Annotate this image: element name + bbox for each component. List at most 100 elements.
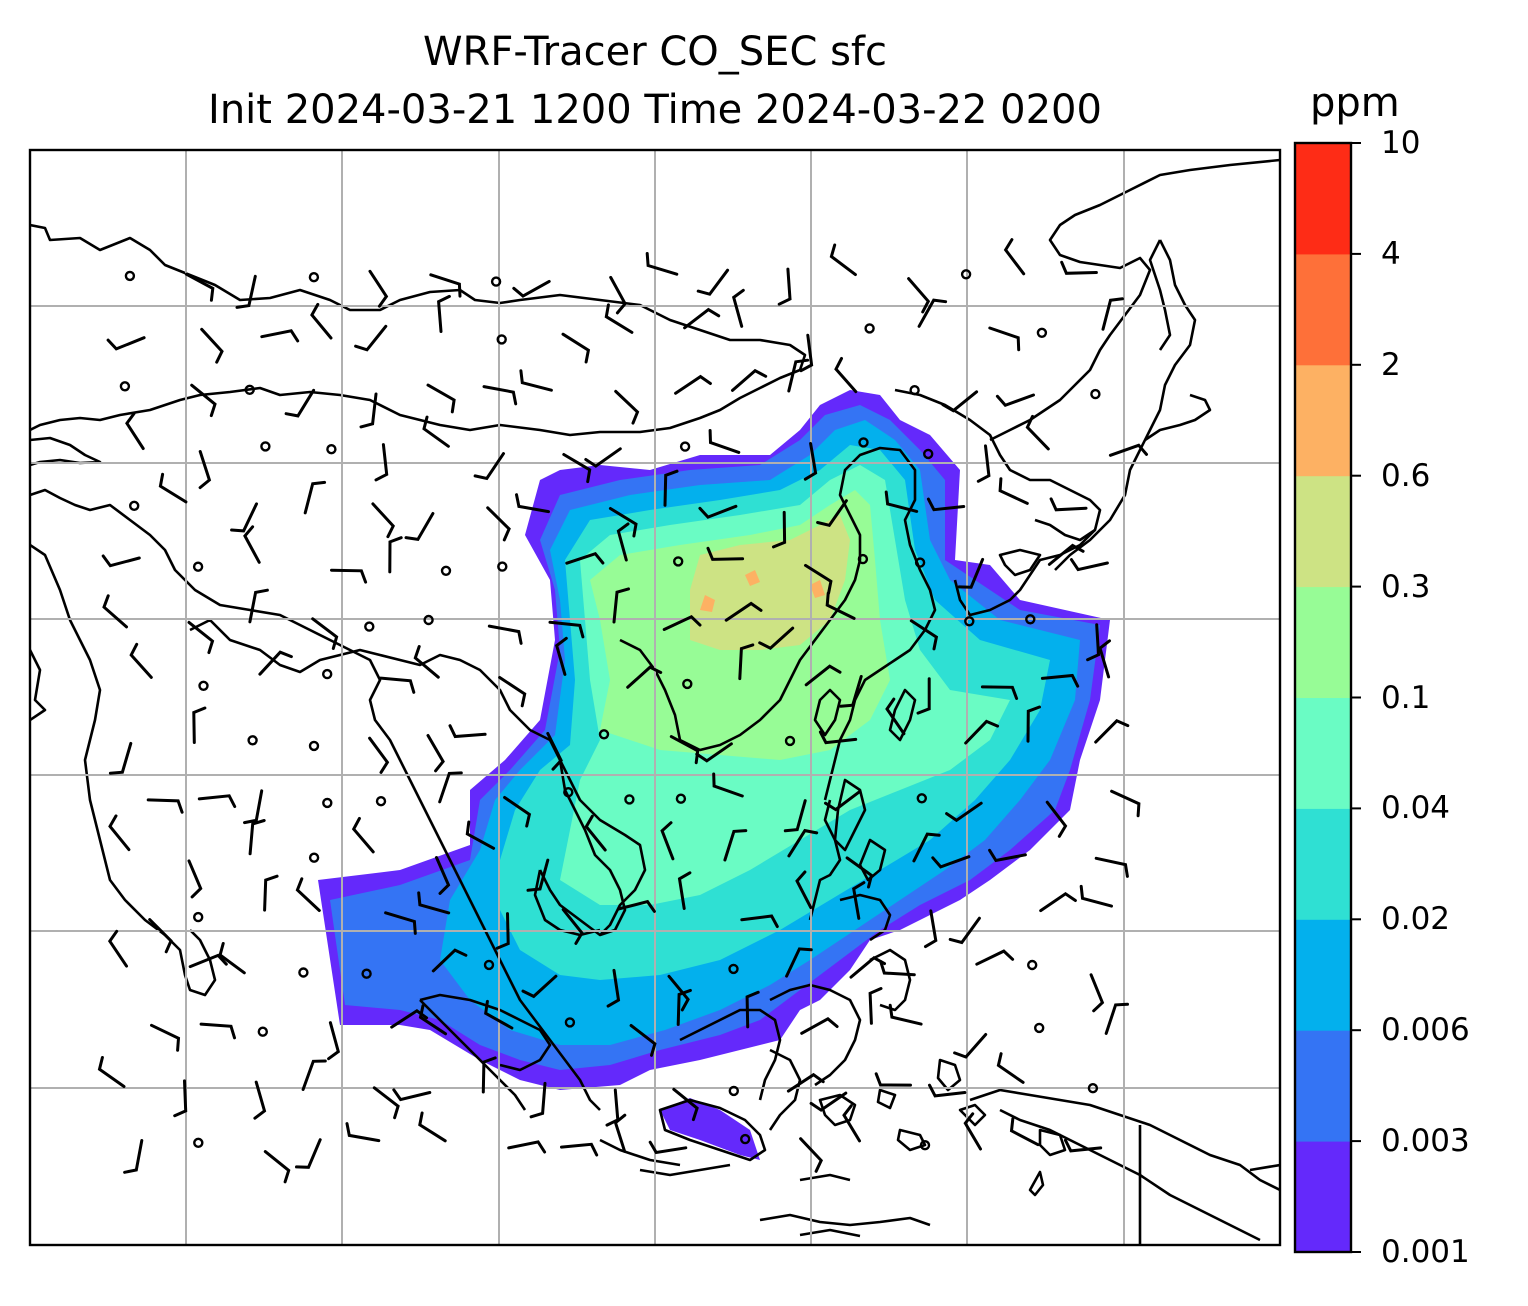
wind-barb [909, 619, 939, 651]
wind-barb [263, 1150, 291, 1184]
wind-barb [108, 814, 131, 852]
calm-wind-circle [257, 1026, 268, 1037]
colorbar-tick-label: 0.02 [1381, 901, 1451, 938]
wind-barb [613, 1113, 627, 1153]
calm-wind-circle [679, 441, 691, 452]
wind-barb [584, 447, 622, 468]
wind-barb [648, 1140, 688, 1155]
wind-barb [260, 329, 300, 343]
wind-barb [723, 829, 748, 862]
map-panel [30, 150, 1280, 1245]
wind-barb [1063, 1138, 1103, 1153]
colorbar-segment [1295, 919, 1351, 1031]
wind-barb [187, 620, 215, 655]
wind-barb [248, 588, 269, 624]
wind-barb [418, 1004, 447, 1036]
wind-barb [473, 452, 505, 481]
calm-wind-circle [198, 680, 209, 691]
calm-wind-circle [914, 557, 926, 568]
wind-barbs [97, 238, 1148, 1184]
calm-wind-circle [308, 852, 320, 863]
wind-barb [263, 874, 279, 912]
wind-barb [487, 624, 523, 645]
wind-barb [667, 974, 690, 1012]
calm-wind-circle [1090, 388, 1101, 400]
calm-wind-circle [740, 1133, 751, 1145]
colorbar-tick-label: 0.006 [1381, 1012, 1470, 1049]
colorbar-segment [1295, 1030, 1351, 1142]
co-concentration-field [318, 390, 1110, 1160]
wind-barb [1101, 297, 1124, 331]
wind-barb [102, 594, 128, 629]
wind-barb [372, 1086, 400, 1120]
wind-barb [560, 1142, 599, 1157]
wind-barb [824, 790, 862, 812]
wind-barb [484, 999, 514, 1030]
wind-barb [584, 814, 607, 852]
wind-barb [916, 677, 931, 715]
wind-barb [243, 525, 261, 564]
wind-barb [696, 268, 730, 296]
wind-barb [150, 1023, 181, 1052]
wind-barb [465, 820, 496, 850]
wind-barb [173, 1079, 188, 1118]
calm-wind-circle [916, 793, 927, 804]
wind-barb [503, 796, 532, 828]
wind-barb [311, 617, 339, 650]
wind-barb [129, 642, 153, 679]
wind-barb [384, 911, 417, 935]
wind-barb [988, 848, 1027, 863]
wind-barb [795, 870, 813, 910]
calm-wind-circle [322, 668, 333, 680]
wind-barb [426, 734, 445, 773]
calm-wind-circle [857, 553, 869, 565]
wind-barb [606, 968, 621, 1008]
calm-wind-circle [964, 616, 975, 627]
wind-barb [526, 858, 550, 892]
wind-barb [695, 742, 733, 763]
calm-wind-circle [1033, 1022, 1045, 1034]
wind-barb [258, 650, 293, 676]
wind-barb [562, 453, 592, 484]
wind-barb [988, 326, 1021, 352]
calm-wind-circle [308, 740, 320, 752]
wind-barb [390, 1008, 429, 1029]
calm-wind-circle [322, 797, 333, 809]
colorbar-tick-label: 0.003 [1381, 1123, 1470, 1160]
wind-barb [1089, 973, 1105, 1013]
calm-wind-circle [598, 729, 610, 740]
wind-barb [758, 626, 795, 651]
calm-wind-circle [192, 561, 204, 572]
wind-barb [604, 303, 634, 334]
wind-barb [1098, 639, 1111, 679]
calm-wind-circle [247, 735, 258, 746]
wind-barb [998, 477, 1029, 505]
wind-barb [907, 277, 931, 314]
calm-wind-circle [682, 678, 693, 690]
wind-barb [327, 1021, 341, 1061]
wind-barb [917, 298, 948, 328]
wind-barb [1040, 673, 1080, 688]
calm-wind-circle [784, 735, 796, 747]
calm-wind-circle [675, 793, 687, 804]
wind-barb [834, 357, 858, 394]
wind-barb [799, 1137, 823, 1173]
wind-barb [404, 512, 435, 542]
wind-barb [799, 333, 814, 373]
calm-wind-circle [490, 276, 502, 287]
wind-barb [708, 429, 741, 454]
wind-barb [924, 909, 938, 949]
calm-wind-circle [1087, 1082, 1099, 1094]
calm-wind-circle [423, 614, 434, 626]
colorbar-segment [1295, 586, 1351, 698]
wind-barb [800, 1016, 839, 1035]
wind-barb [884, 490, 919, 513]
wind-barb [963, 1112, 982, 1151]
wind-barb [809, 1091, 848, 1112]
colorbar-tick-label: 0.001 [1381, 1234, 1470, 1270]
wind-barb [677, 871, 692, 910]
calm-wind-circle [361, 968, 372, 979]
map-title-line2: Init 2024-03-21 1200 Time 2024-03-22 020… [208, 87, 1102, 133]
wind-barb [354, 324, 388, 352]
